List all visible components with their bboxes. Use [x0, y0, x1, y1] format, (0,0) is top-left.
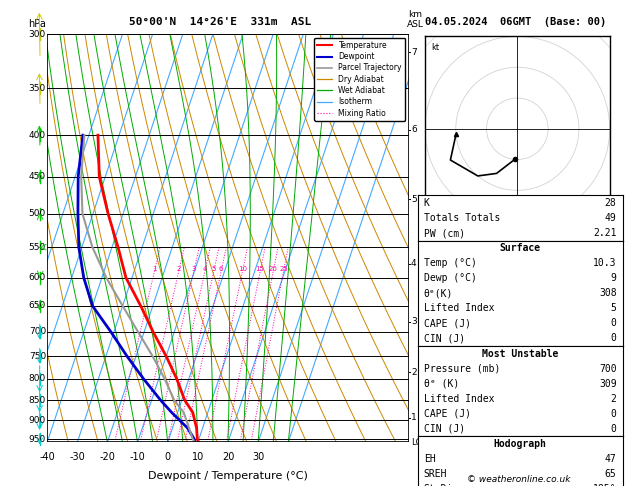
- Text: 10.3: 10.3: [593, 258, 616, 268]
- Text: 7: 7: [411, 48, 416, 57]
- Text: CAPE (J): CAPE (J): [424, 318, 471, 329]
- Text: Dewp (°C): Dewp (°C): [424, 273, 477, 283]
- Text: 10: 10: [192, 452, 204, 463]
- Text: 5: 5: [611, 303, 616, 313]
- Text: 9: 9: [611, 273, 616, 283]
- Legend: Temperature, Dewpoint, Parcel Trajectory, Dry Adiabat, Wet Adiabat, Isotherm, Mi: Temperature, Dewpoint, Parcel Trajectory…: [314, 38, 405, 121]
- Text: -20: -20: [99, 452, 115, 463]
- Text: 700: 700: [29, 328, 46, 336]
- Text: 25: 25: [279, 266, 288, 272]
- Text: K: K: [424, 198, 430, 208]
- Text: 0: 0: [611, 409, 616, 419]
- Text: 10: 10: [238, 266, 247, 272]
- Text: 4: 4: [203, 266, 207, 272]
- Text: 950: 950: [29, 435, 46, 444]
- Text: Dewpoint / Temperature (°C): Dewpoint / Temperature (°C): [148, 471, 308, 481]
- Text: 04.05.2024  06GMT  (Base: 00): 04.05.2024 06GMT (Base: 00): [425, 17, 606, 27]
- Text: 2.21: 2.21: [593, 228, 616, 238]
- Text: StmDir: StmDir: [424, 484, 459, 486]
- Text: 650: 650: [29, 301, 46, 311]
- Text: θᵉ (K): θᵉ (K): [424, 379, 459, 389]
- Text: 2: 2: [411, 368, 416, 377]
- Text: -30: -30: [69, 452, 85, 463]
- Text: kt: kt: [431, 43, 439, 52]
- Text: 700: 700: [599, 364, 616, 374]
- Text: 1: 1: [411, 413, 416, 422]
- Text: 185°: 185°: [593, 484, 616, 486]
- Text: 309: 309: [599, 379, 616, 389]
- Text: EH: EH: [424, 454, 435, 464]
- Text: 0: 0: [611, 318, 616, 329]
- Text: 400: 400: [29, 131, 46, 139]
- Text: 5: 5: [411, 195, 416, 204]
- Text: 1: 1: [152, 266, 157, 272]
- Text: 6: 6: [411, 125, 416, 134]
- Text: CAPE (J): CAPE (J): [424, 409, 471, 419]
- Text: -40: -40: [39, 452, 55, 463]
- Text: © weatheronline.co.uk: © weatheronline.co.uk: [467, 474, 571, 484]
- Text: 300: 300: [29, 30, 46, 38]
- Text: 28: 28: [605, 198, 616, 208]
- Text: 20: 20: [222, 452, 234, 463]
- Text: 30: 30: [252, 452, 264, 463]
- Text: 15: 15: [255, 266, 265, 272]
- Text: 308: 308: [599, 288, 616, 298]
- Text: 550: 550: [29, 243, 46, 252]
- Text: θᵉ(K): θᵉ(K): [424, 288, 453, 298]
- Text: LCL: LCL: [411, 438, 426, 447]
- Text: 50°00'N  14°26'E  331m  ASL: 50°00'N 14°26'E 331m ASL: [129, 17, 311, 27]
- Text: 850: 850: [29, 396, 46, 405]
- Text: 20: 20: [269, 266, 277, 272]
- Text: 800: 800: [29, 374, 46, 383]
- Text: 500: 500: [29, 209, 46, 218]
- Text: 6: 6: [219, 266, 223, 272]
- Text: 900: 900: [29, 416, 46, 425]
- Text: 3: 3: [411, 317, 416, 326]
- Text: Hodograph: Hodograph: [494, 439, 547, 449]
- Text: -10: -10: [130, 452, 145, 463]
- Text: Lifted Index: Lifted Index: [424, 303, 494, 313]
- Text: CIN (J): CIN (J): [424, 424, 465, 434]
- Text: 600: 600: [29, 273, 46, 282]
- Text: 3: 3: [191, 266, 196, 272]
- Text: 450: 450: [29, 172, 46, 181]
- Text: 0: 0: [611, 424, 616, 434]
- Text: Surface: Surface: [499, 243, 541, 253]
- Text: 65: 65: [605, 469, 616, 479]
- Text: Mixing Ratio (g/kg): Mixing Ratio (g/kg): [421, 260, 430, 339]
- Text: Temp (°C): Temp (°C): [424, 258, 477, 268]
- Text: Most Unstable: Most Unstable: [482, 348, 559, 359]
- Text: PW (cm): PW (cm): [424, 228, 465, 238]
- Text: 5: 5: [211, 266, 216, 272]
- Text: km
ASL: km ASL: [406, 10, 423, 29]
- Text: 2: 2: [611, 394, 616, 404]
- Text: CIN (J): CIN (J): [424, 333, 465, 344]
- Text: hPa: hPa: [28, 19, 46, 29]
- Text: Totals Totals: Totals Totals: [424, 213, 500, 223]
- Text: SREH: SREH: [424, 469, 447, 479]
- Text: 47: 47: [605, 454, 616, 464]
- Text: 750: 750: [29, 352, 46, 361]
- Text: 0: 0: [611, 333, 616, 344]
- Text: 49: 49: [605, 213, 616, 223]
- Text: 0: 0: [165, 452, 171, 463]
- Text: 4: 4: [411, 260, 416, 268]
- Text: Pressure (mb): Pressure (mb): [424, 364, 500, 374]
- Text: 350: 350: [29, 84, 46, 93]
- Text: 2: 2: [177, 266, 181, 272]
- Text: Lifted Index: Lifted Index: [424, 394, 494, 404]
